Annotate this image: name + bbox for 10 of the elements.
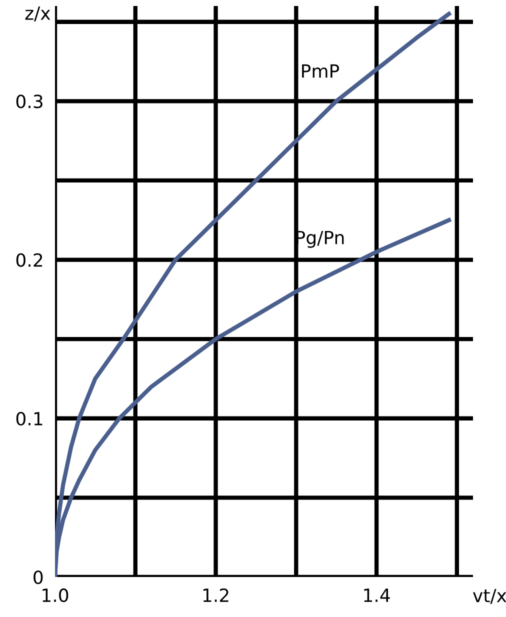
y-tick-label: 0.2	[16, 253, 42, 267]
x-tick-label: 1.0	[42, 588, 68, 602]
y-tick-label: 0.1	[16, 412, 42, 426]
series-label: PmP	[302, 64, 340, 78]
x-axis-title: vt/x	[472, 588, 506, 604]
y-axis-title: z/x	[25, 6, 50, 22]
y-tick-label: 0	[34, 570, 43, 584]
x-tick-label: 1.4	[364, 588, 390, 602]
y-tick-label: 0.3	[16, 94, 42, 108]
x-tick-label: 1.2	[203, 588, 228, 602]
